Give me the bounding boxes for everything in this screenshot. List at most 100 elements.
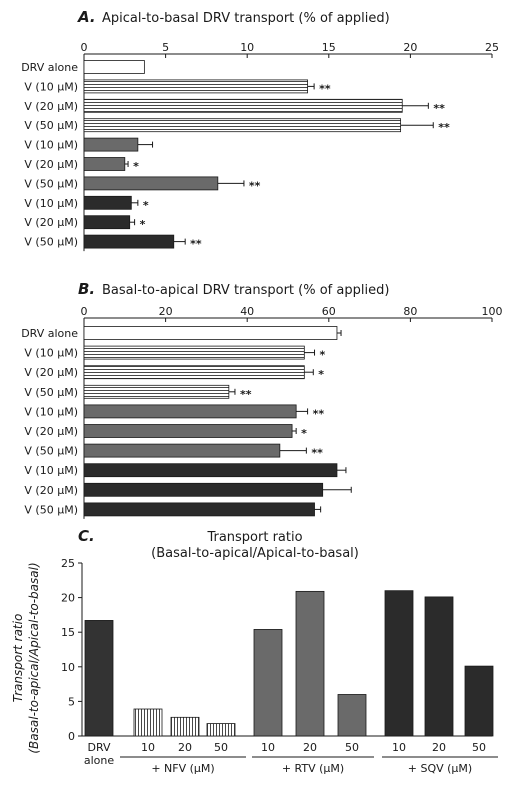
bar <box>83 137 139 152</box>
bar <box>83 384 230 399</box>
x-tick-label: 0 <box>81 41 88 54</box>
bar <box>83 404 297 419</box>
x-tick-label: 20 <box>303 741 317 754</box>
bar <box>83 157 126 171</box>
category-label: V (20 μM) <box>24 216 78 229</box>
bar <box>133 708 163 737</box>
category-label: V (10 μM) <box>24 464 78 477</box>
category-label: V (20 μM) <box>24 366 78 379</box>
group-label: + RTV (μM) <box>282 762 344 775</box>
significance-marker: ** <box>313 407 325 420</box>
panel-c-ylabel-line1: Transport ratio <box>11 614 25 703</box>
bar <box>84 620 114 737</box>
category-label: V (50 μM) <box>24 119 78 132</box>
bar <box>83 502 315 517</box>
x-tick-label: 25 <box>485 41 499 54</box>
bar <box>384 590 414 737</box>
x-tick-label: 20 <box>159 305 173 318</box>
bar <box>464 665 494 737</box>
x-tick-label: 10 <box>261 741 275 754</box>
x-tick-label: 20 <box>403 41 417 54</box>
panel-a-letter: A. <box>77 8 96 26</box>
category-label: V (10 μM) <box>24 405 78 418</box>
category-label: V (20 μM) <box>24 158 78 171</box>
x-tick-label: 50 <box>472 741 486 754</box>
panel-b-chart: 0 20 40 60 80 100 DRV alone V (10 μM) * V (20 μM)… <box>21 305 503 519</box>
bar <box>83 424 293 438</box>
bar <box>295 590 325 737</box>
drv-label-line2: alone <box>84 754 114 767</box>
category-label: V (10 μM) <box>24 197 78 210</box>
panel-c-subtitle: (Basal-to-apical/Apical-to-basal) <box>151 546 359 561</box>
panel-c-ylabel-line2: (Basal-to-apical/Apical-to-basal) <box>27 562 41 753</box>
significance-marker: ** <box>190 238 202 251</box>
category-label: V (20 μM) <box>24 425 78 438</box>
x-tick-label: 50 <box>214 741 228 754</box>
drv-label-line1: DRV <box>87 741 111 754</box>
significance-marker: * <box>318 368 324 381</box>
bar <box>83 195 132 210</box>
category-label: V (50 μM) <box>24 177 78 190</box>
category-label: V (20 μM) <box>24 100 78 113</box>
x-tick-label: 10 <box>141 741 155 754</box>
x-tick-label: 20 <box>432 741 446 754</box>
bar <box>83 482 324 497</box>
bar <box>83 326 338 340</box>
significance-marker: ** <box>311 447 323 460</box>
category-label: V (10 μM) <box>24 80 78 93</box>
y-tick-label: 20 <box>61 592 75 605</box>
significance-marker: ** <box>433 102 445 115</box>
significance-marker: ** <box>249 179 261 192</box>
category-label: V (50 μM) <box>24 236 78 249</box>
x-tick-label: 60 <box>322 305 336 318</box>
significance-marker: * <box>143 199 149 212</box>
significance-marker: * <box>301 427 307 440</box>
panel-c-letter: C. <box>78 527 95 545</box>
category-label: V (50 μM) <box>24 386 78 399</box>
x-tick-label: 0 <box>81 305 88 318</box>
category-label: V (50 μM) <box>24 503 78 516</box>
category-label: DRV alone <box>21 61 78 74</box>
panel-b-title: Basal-to-apical DRV transport (% of appl… <box>102 283 389 298</box>
bar <box>83 215 131 230</box>
bar <box>83 234 175 249</box>
x-tick-label: 80 <box>403 305 417 318</box>
significance-marker: * <box>140 218 146 231</box>
bar <box>83 176 219 191</box>
panel-a-title: Apical-to-basal DRV transport (% of appl… <box>102 11 390 26</box>
significance-marker: ** <box>319 82 331 95</box>
bar <box>83 98 403 113</box>
bar <box>337 694 367 737</box>
bar <box>170 716 200 737</box>
y-tick-label: 25 <box>61 557 75 570</box>
y-tick-label: 15 <box>61 626 75 639</box>
bar <box>83 60 145 74</box>
x-tick-label: 20 <box>178 741 192 754</box>
x-tick-label: 100 <box>482 305 503 318</box>
category-label: V (50 μM) <box>24 445 78 458</box>
group-label: + NFV (μM) <box>151 762 214 775</box>
category-label: DRV alone <box>21 327 78 340</box>
bar <box>83 463 338 478</box>
category-label: V (10 μM) <box>24 347 78 360</box>
x-tick-label: 5 <box>162 41 169 54</box>
significance-marker: ** <box>438 121 450 134</box>
bar <box>83 345 305 360</box>
x-tick-label: 10 <box>392 741 406 754</box>
category-label: V (20 μM) <box>24 484 78 497</box>
bar <box>206 723 236 737</box>
panel-c-title: Transport ratio <box>206 530 302 545</box>
x-tick-label: 10 <box>240 41 254 54</box>
y-tick-label: 5 <box>68 695 75 708</box>
group-label: + SQV (μM) <box>408 762 472 775</box>
x-tick-label: 40 <box>240 305 254 318</box>
significance-marker: ** <box>240 388 252 401</box>
y-tick-label: 10 <box>61 661 75 674</box>
bar <box>83 79 308 94</box>
bar <box>83 443 281 458</box>
y-tick-label: 0 <box>68 730 75 743</box>
panel-b-letter: B. <box>78 280 95 298</box>
